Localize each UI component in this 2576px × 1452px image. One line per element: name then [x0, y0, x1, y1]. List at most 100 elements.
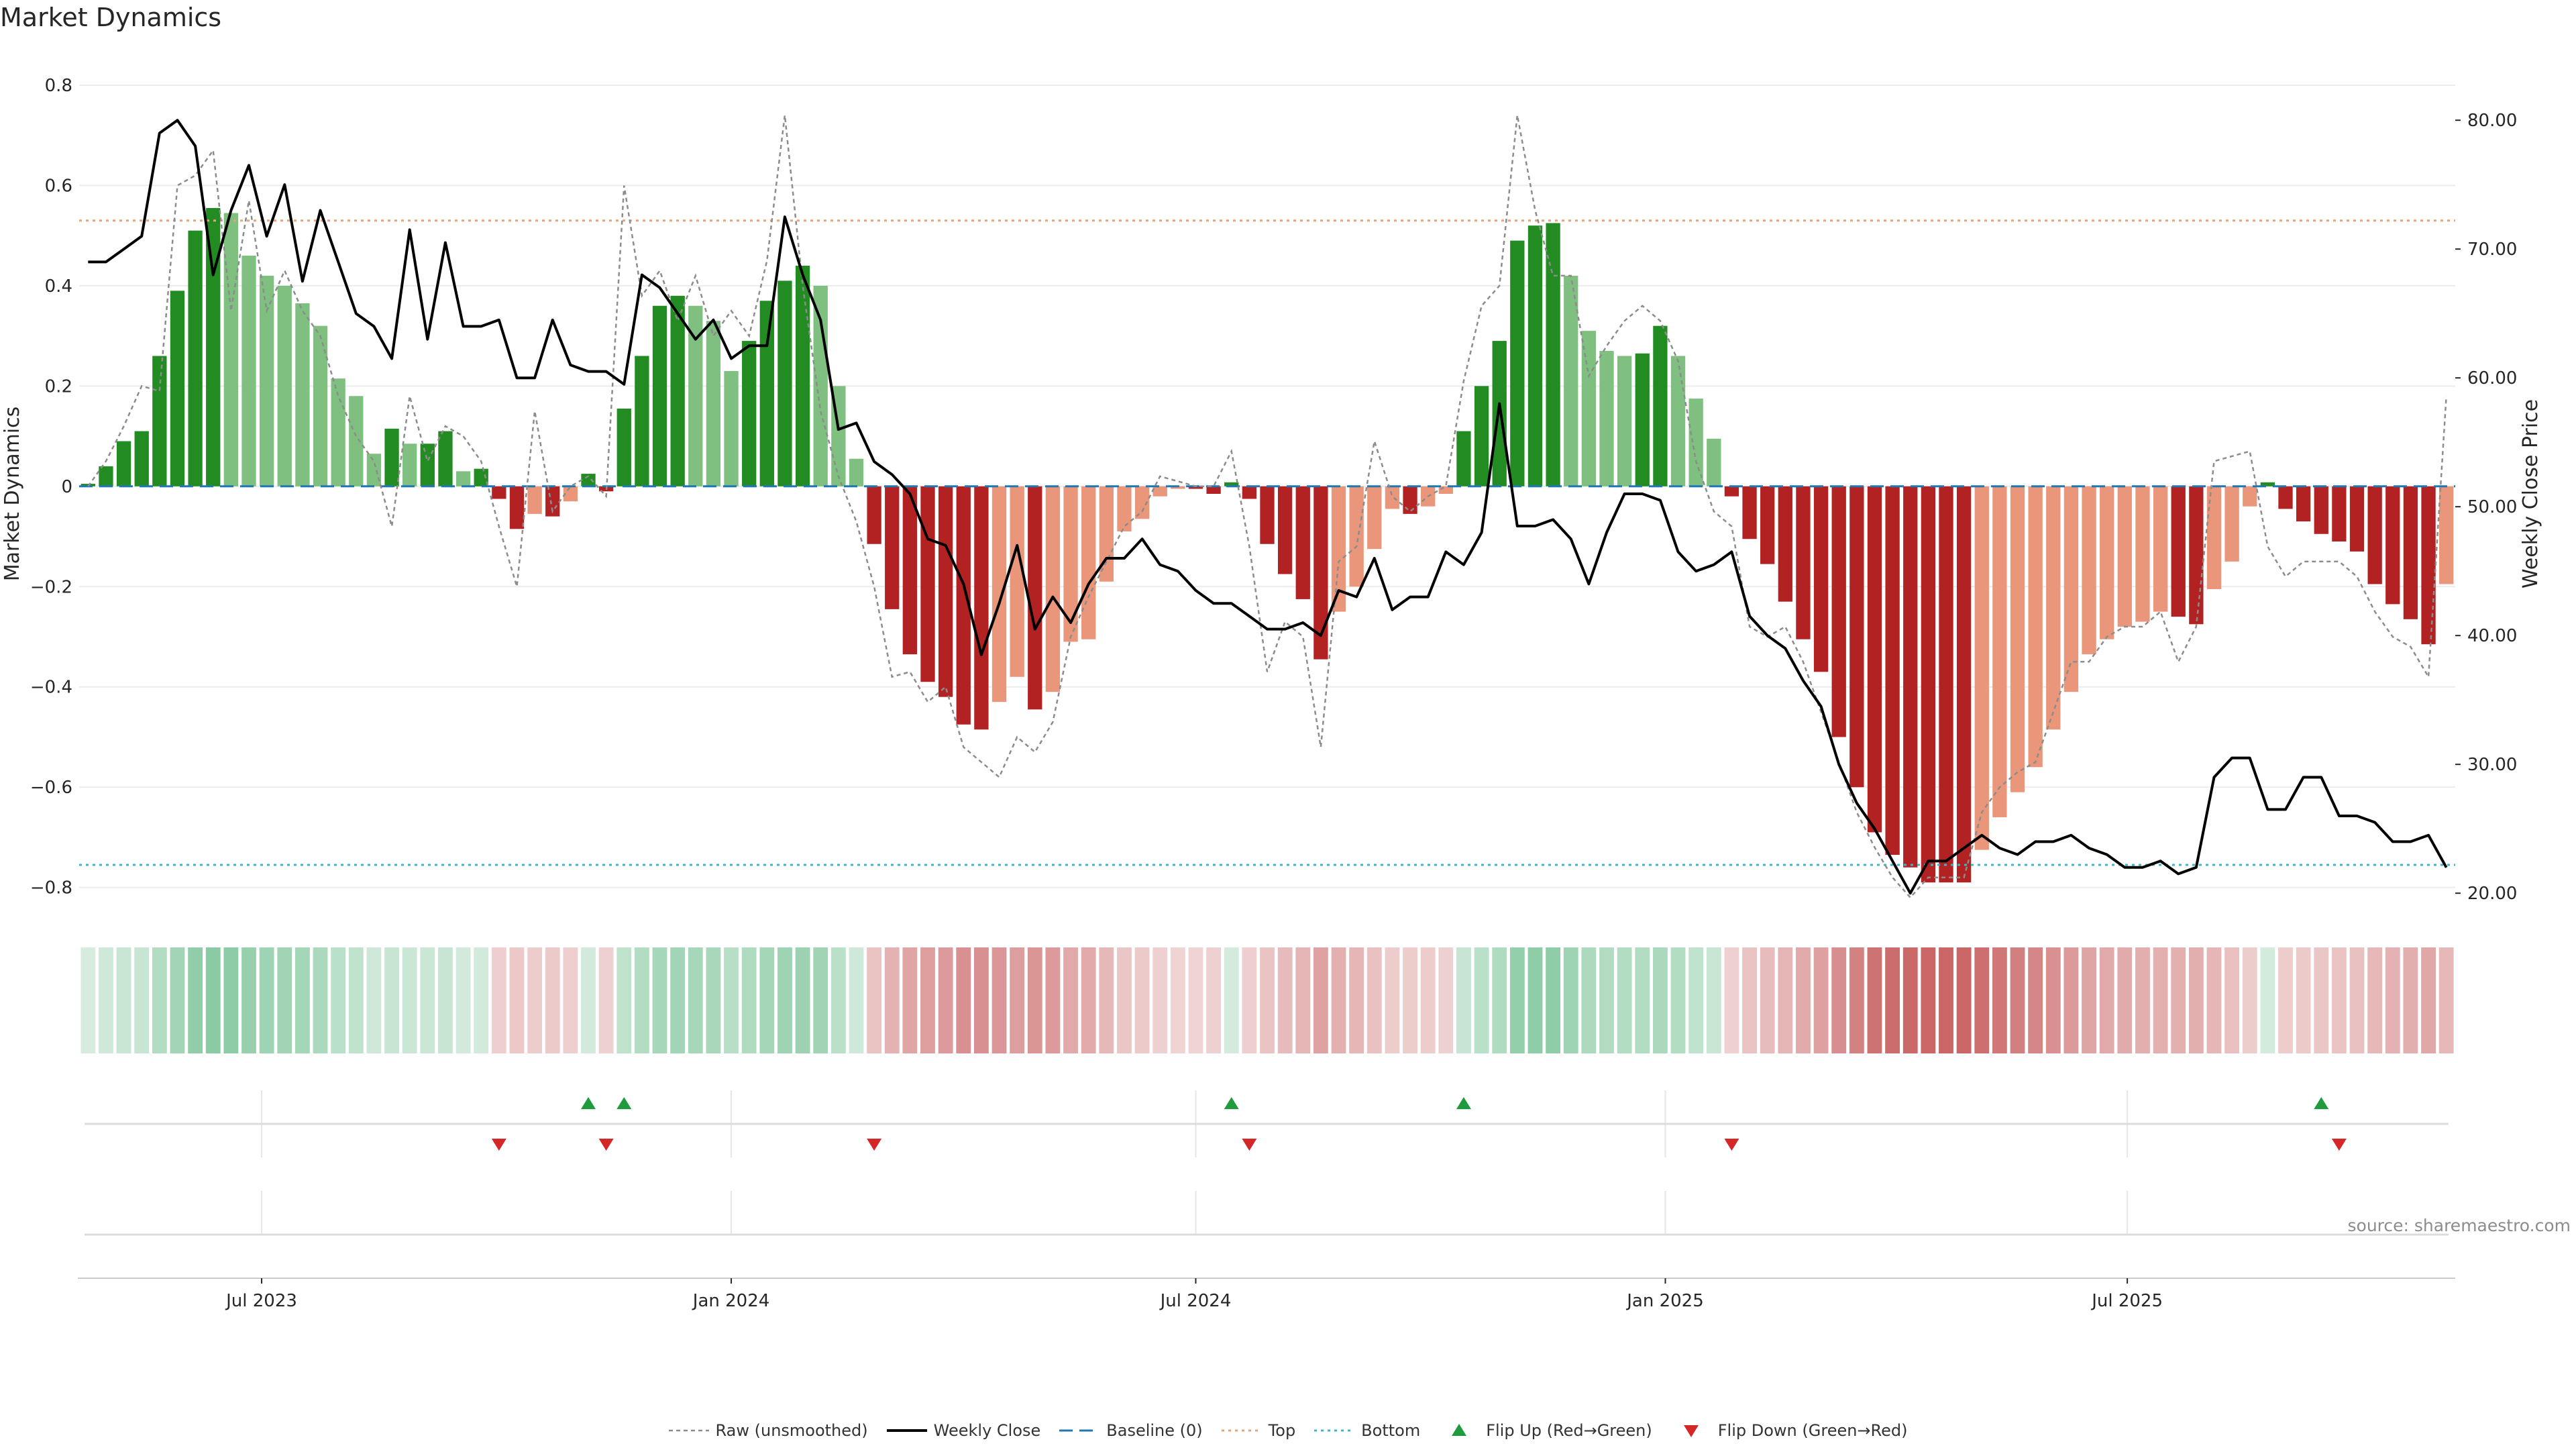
regime-cell — [223, 947, 239, 1053]
md-bar — [1224, 482, 1239, 486]
md-bar — [188, 230, 203, 486]
weekly-close-line — [88, 119, 2448, 895]
md-bar — [2046, 486, 2061, 730]
md-bar — [2296, 486, 2311, 522]
regime-cell — [1206, 947, 1222, 1053]
regime-cell — [938, 947, 953, 1053]
regime-cell — [134, 947, 150, 1053]
regime-cell — [652, 947, 667, 1053]
md-bar — [1474, 386, 1489, 486]
md-bar — [1849, 486, 1864, 788]
md-bar — [1438, 486, 1453, 494]
regime-cell — [1081, 947, 1096, 1053]
right-tick-label: 20.00 — [2467, 884, 2517, 904]
regime-cell — [795, 947, 810, 1053]
legend-label: Weekly Close — [933, 1421, 1041, 1440]
md-bar — [1813, 486, 1829, 672]
md-bar — [1188, 486, 1203, 489]
md-bar — [2135, 486, 2150, 622]
md-bar — [1707, 438, 1721, 486]
regime-cell — [616, 947, 632, 1053]
x-tick-label: Jan 2024 — [692, 1291, 770, 1311]
regime-cell — [1563, 947, 1578, 1053]
md-bar — [670, 295, 685, 486]
regime-cell — [920, 947, 935, 1053]
regime-cell — [563, 947, 578, 1053]
flip-down-marker — [1724, 1139, 1739, 1151]
md-bar — [1242, 486, 1257, 499]
md-bar — [1742, 486, 1757, 539]
regime-cell — [402, 947, 417, 1053]
regime-cell — [1778, 947, 1793, 1053]
flip-up-marker — [2314, 1097, 2329, 1109]
right-tick-label: 60.00 — [2467, 368, 2517, 388]
md-bar — [2100, 486, 2114, 639]
md-bar — [1045, 486, 1061, 692]
md-bar — [1403, 486, 1417, 514]
regime-cell — [2171, 947, 2186, 1053]
regime-cell — [1063, 947, 1078, 1053]
md-bar — [706, 321, 721, 486]
md-bar — [420, 444, 435, 486]
regime-cell — [724, 947, 739, 1053]
regime-cell — [956, 947, 971, 1053]
md-bar — [492, 486, 506, 499]
regime-cell — [1099, 947, 1114, 1053]
md-bar — [2314, 486, 2328, 534]
regime-cell — [2421, 947, 2436, 1053]
right-axis-label: Weekly Close Price — [2519, 399, 2542, 588]
regime-cell — [2278, 947, 2293, 1053]
md-bar — [724, 370, 739, 486]
regime-cell — [1027, 947, 1042, 1053]
regime-cell — [455, 947, 471, 1053]
flip-up-marker — [616, 1097, 632, 1109]
regime-cell — [1670, 947, 1686, 1053]
regime-cell — [1956, 947, 1972, 1053]
regime-cell — [2082, 947, 2096, 1053]
regime-cell — [80, 947, 96, 1053]
regime-cell — [2385, 947, 2400, 1053]
md-bar — [349, 396, 364, 486]
md-bar — [1492, 341, 1507, 486]
md-bar — [635, 356, 649, 486]
regime-cell — [598, 947, 614, 1053]
legend: Raw (unsmoothed) Weekly Close Baseline (0)… — [0, 1421, 2576, 1440]
md-bar — [2171, 486, 2186, 617]
regime-cell — [1688, 947, 1704, 1053]
legend-item-flip-down: Flip Down (Green→Red) — [1671, 1421, 1908, 1440]
md-bar — [1117, 486, 1132, 532]
legend-label: Bottom — [1361, 1421, 1421, 1440]
legend-swatch-bottom — [1314, 1429, 1355, 1432]
md-bar — [2117, 486, 2132, 627]
md-bar — [1527, 225, 1543, 486]
md-bar — [134, 431, 149, 486]
regime-cell — [2367, 947, 2383, 1053]
regime-cell — [294, 947, 310, 1053]
left-tick-label: −0.6 — [30, 778, 72, 798]
md-bars — [80, 208, 2454, 883]
md-bar — [295, 303, 310, 486]
md-bar — [795, 265, 810, 486]
md-bar — [2082, 486, 2096, 655]
regime-cell — [867, 947, 882, 1053]
regime-cell — [509, 947, 525, 1053]
md-bar — [152, 356, 167, 486]
regime-cell — [830, 947, 846, 1053]
md-bar — [1456, 431, 1471, 486]
regime-cell — [670, 947, 686, 1053]
regime-cell — [777, 947, 792, 1053]
md-bar — [2243, 486, 2257, 507]
md-bar — [688, 305, 703, 486]
source-note: source: sharemaestro.com — [2347, 1216, 2571, 1235]
md-bar — [1171, 486, 1185, 489]
md-bar — [2153, 486, 2168, 612]
regime-cell — [1492, 947, 1507, 1053]
legend-swatch-flip_down — [1683, 1425, 1699, 1437]
md-bar — [1956, 486, 1972, 883]
regime-cell — [331, 947, 346, 1053]
regime-cell — [1546, 947, 1561, 1053]
regime-cell — [741, 947, 757, 1053]
regime-cell — [1706, 947, 1721, 1053]
regime-cell — [1188, 947, 1203, 1053]
